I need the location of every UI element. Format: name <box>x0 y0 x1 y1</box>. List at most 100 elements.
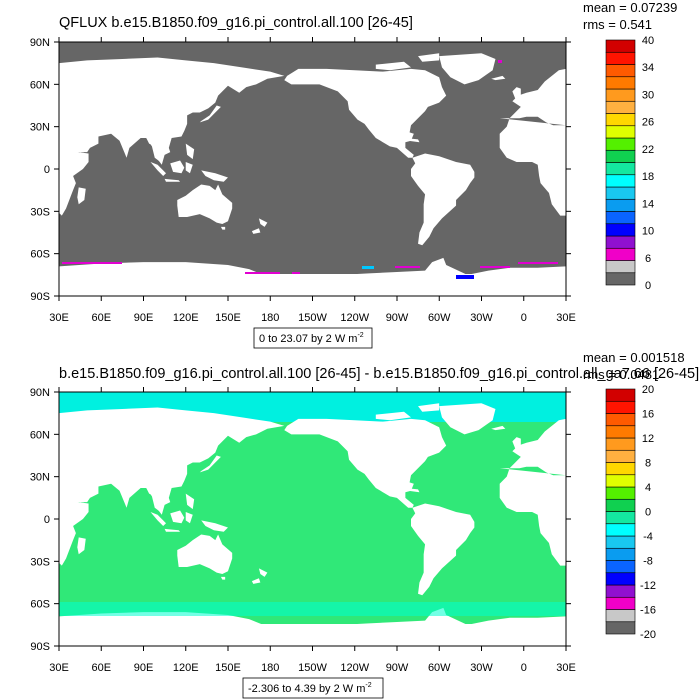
panel-1-lon-label: 90W <box>386 312 409 324</box>
panel-2-colorbar-label: 20 <box>642 384 654 396</box>
panel-2-colorbar-label: -12 <box>640 580 656 592</box>
panel-1-colorbar-box <box>605 260 636 274</box>
panel-2-range-box: -2.306 to 4.39 by 2 W m-2 <box>242 677 384 699</box>
panel-1-lat-label: 0 <box>44 164 50 176</box>
panel-1-range-sup: -2 <box>357 332 363 339</box>
panel-2-colorbar-label: 16 <box>642 409 654 421</box>
panel-2-colorbar-label: -4 <box>643 531 653 543</box>
panel-1-colorbar-box <box>605 64 636 78</box>
panel-2-colorbar-box <box>605 621 636 635</box>
panel-1-colorbar-box <box>605 223 636 237</box>
panel-2-colorbar-box <box>605 523 636 537</box>
panel-1-lon-label: 180 <box>261 312 279 324</box>
panel-2-colorbar-label: -20 <box>640 629 656 641</box>
panel-1-lon-label: 150E <box>215 312 241 324</box>
panel-2-colorbar-box <box>605 596 636 610</box>
panel-2-colorbar-box <box>605 449 636 463</box>
panel-1-lon-label: 120W <box>340 312 369 324</box>
panel-2-lat-label: 0 <box>44 514 50 526</box>
panel-2-colorbar-box <box>605 413 636 427</box>
panel-1-colorbar: 0 6 10 14 18 22 26 30 34 40 <box>605 35 654 292</box>
panel-2-colorbar-box <box>605 572 636 586</box>
panel-2-colorbar-label: 0 <box>645 507 651 519</box>
panel-1-lon-label: 30E <box>49 312 69 324</box>
panel-1-colorbar-label: 34 <box>642 62 654 74</box>
panel-2-colorbar-box <box>605 474 636 488</box>
panel-2-lon-label: 30W <box>470 662 493 674</box>
panel-1-range-text: 0 to 23.07 by 2 W m <box>259 333 357 345</box>
panel-2-lon-label: 120E <box>173 662 199 674</box>
panel-2-range-text: -2.306 to 4.39 by 2 W m <box>248 683 365 695</box>
panel-1-lon-label: 30E <box>556 312 576 324</box>
panel-2-colorbar-box <box>605 425 636 439</box>
panel-2-colorbar-box <box>605 511 636 525</box>
panel-2-colorbar-box <box>605 400 636 414</box>
panel-2-colorbar-label: 4 <box>645 482 651 494</box>
panel-2-range-sup: -2 <box>365 682 371 689</box>
panel-2-lat-label: 90N <box>30 387 50 399</box>
panel-2-colorbar-box <box>605 437 636 451</box>
panel-1-colorbar-box <box>605 198 636 212</box>
panel-1-lat-label: 60S <box>30 249 50 261</box>
panel-2-colorbar-box <box>605 547 636 561</box>
panel-1-colorbar-label: 22 <box>642 144 654 156</box>
panel-2-colorbar-box <box>605 486 636 500</box>
panel-2-lat-label: 30N <box>30 472 50 484</box>
panel-1-colorbar-label: 6 <box>645 253 651 265</box>
panel-2-lon-label: 60E <box>91 662 111 674</box>
panel-1-colorbar-box <box>605 174 636 188</box>
panel-1-colorbar-box <box>605 76 636 90</box>
panel-1-lon-label: 0 <box>521 312 527 324</box>
panel-1-lat-label: 60N <box>30 79 50 91</box>
panel-2-colorbar-box <box>605 560 636 574</box>
panel-1-lon-label: 60E <box>91 312 111 324</box>
panel-2-colorbar-label: 8 <box>645 458 651 470</box>
panel-1-colorbar-label: 18 <box>642 171 654 183</box>
panel-2-lon-label: 30E <box>556 662 576 674</box>
panel-2: b.e15.B1850.f09_g16.pi_control.all.100 [… <box>30 350 699 699</box>
panel-2-lon-label: 90W <box>386 662 409 674</box>
panel-1-mean: mean = 0.07239 <box>583 0 677 15</box>
panel-2-axes: 90N 60N 30N 0 30S 60S 90S 30E 60E 90E 120E 150E 180 1… <box>30 387 576 674</box>
panel-1-range-box: 0 to 23.07 by 2 W m-2 <box>253 327 373 349</box>
panel-2-rms: rms = 0.0481 <box>583 367 659 382</box>
panel-1-colorbar-label: 14 <box>642 198 654 210</box>
panel-1-map <box>58 41 567 297</box>
panel-1-colorbar-box <box>605 186 636 200</box>
panel-2-lat-label: 30S <box>30 556 50 568</box>
panel-2-lon-label: 60W <box>428 662 451 674</box>
panel-2-lat-label: 60N <box>30 429 50 441</box>
panel-2-colorbar-box <box>605 535 636 549</box>
svg-text:0 to 23.07 by 2 W m-2: 0 to 23.07 by 2 W m-2 <box>259 332 364 345</box>
panel-1-colorbar-label: 26 <box>642 117 654 129</box>
panel-1-title: QFLUX b.e15.B1850.f09_g16.pi_control.all… <box>59 15 413 31</box>
panel-1-lon-label: 30W <box>470 312 493 324</box>
panel-2-lon-label: 30E <box>49 662 69 674</box>
panel-2-colorbar-box <box>605 498 636 512</box>
panel-2-southern-band <box>59 602 566 616</box>
panel-1-colorbar-box <box>605 272 636 286</box>
panel-1-lat-label: 90N <box>30 37 50 49</box>
panel-1-lat-label: 90S <box>30 291 50 303</box>
panel-1-rms: rms = 0.541 <box>583 17 652 32</box>
panel-1-lon-label: 150W <box>298 312 327 324</box>
panel-1-colorbar-box <box>605 137 636 151</box>
panel-2-lon-label: 90E <box>134 662 154 674</box>
panel-1: QFLUX b.e15.B1850.f09_g16.pi_control.all… <box>30 0 677 349</box>
panel-1-colorbar-box <box>605 113 636 127</box>
panel-1-colorbar-label: 40 <box>642 35 654 47</box>
panel-2-colorbar: -20 -16 -12 -8 -4 0 4 8 12 16 20 <box>605 384 656 641</box>
panel-1-colorbar-box <box>605 235 636 249</box>
panel-1-axes: 90N 60N 30N 0 30S 60S 90S 30E 60E 90E 120E 150E 180 1… <box>30 37 576 324</box>
panel-1-lon-label: 60W <box>428 312 451 324</box>
panel-2-lon-label: 150W <box>298 662 327 674</box>
panel-1-colorbar-box <box>605 88 636 102</box>
panel-2-colorbar-label: 12 <box>642 433 654 445</box>
panel-2-lat-label: 60S <box>30 599 50 611</box>
panel-1-colorbar-box <box>605 211 636 225</box>
panel-2-title: b.e15.B1850.f09_g16.pi_control.all.100 [… <box>59 366 699 382</box>
panel-1-southern-ocean-features <box>62 60 558 279</box>
panel-1-lat-label: 30S <box>30 206 50 218</box>
panel-2-colorbar-label: -8 <box>643 556 653 568</box>
